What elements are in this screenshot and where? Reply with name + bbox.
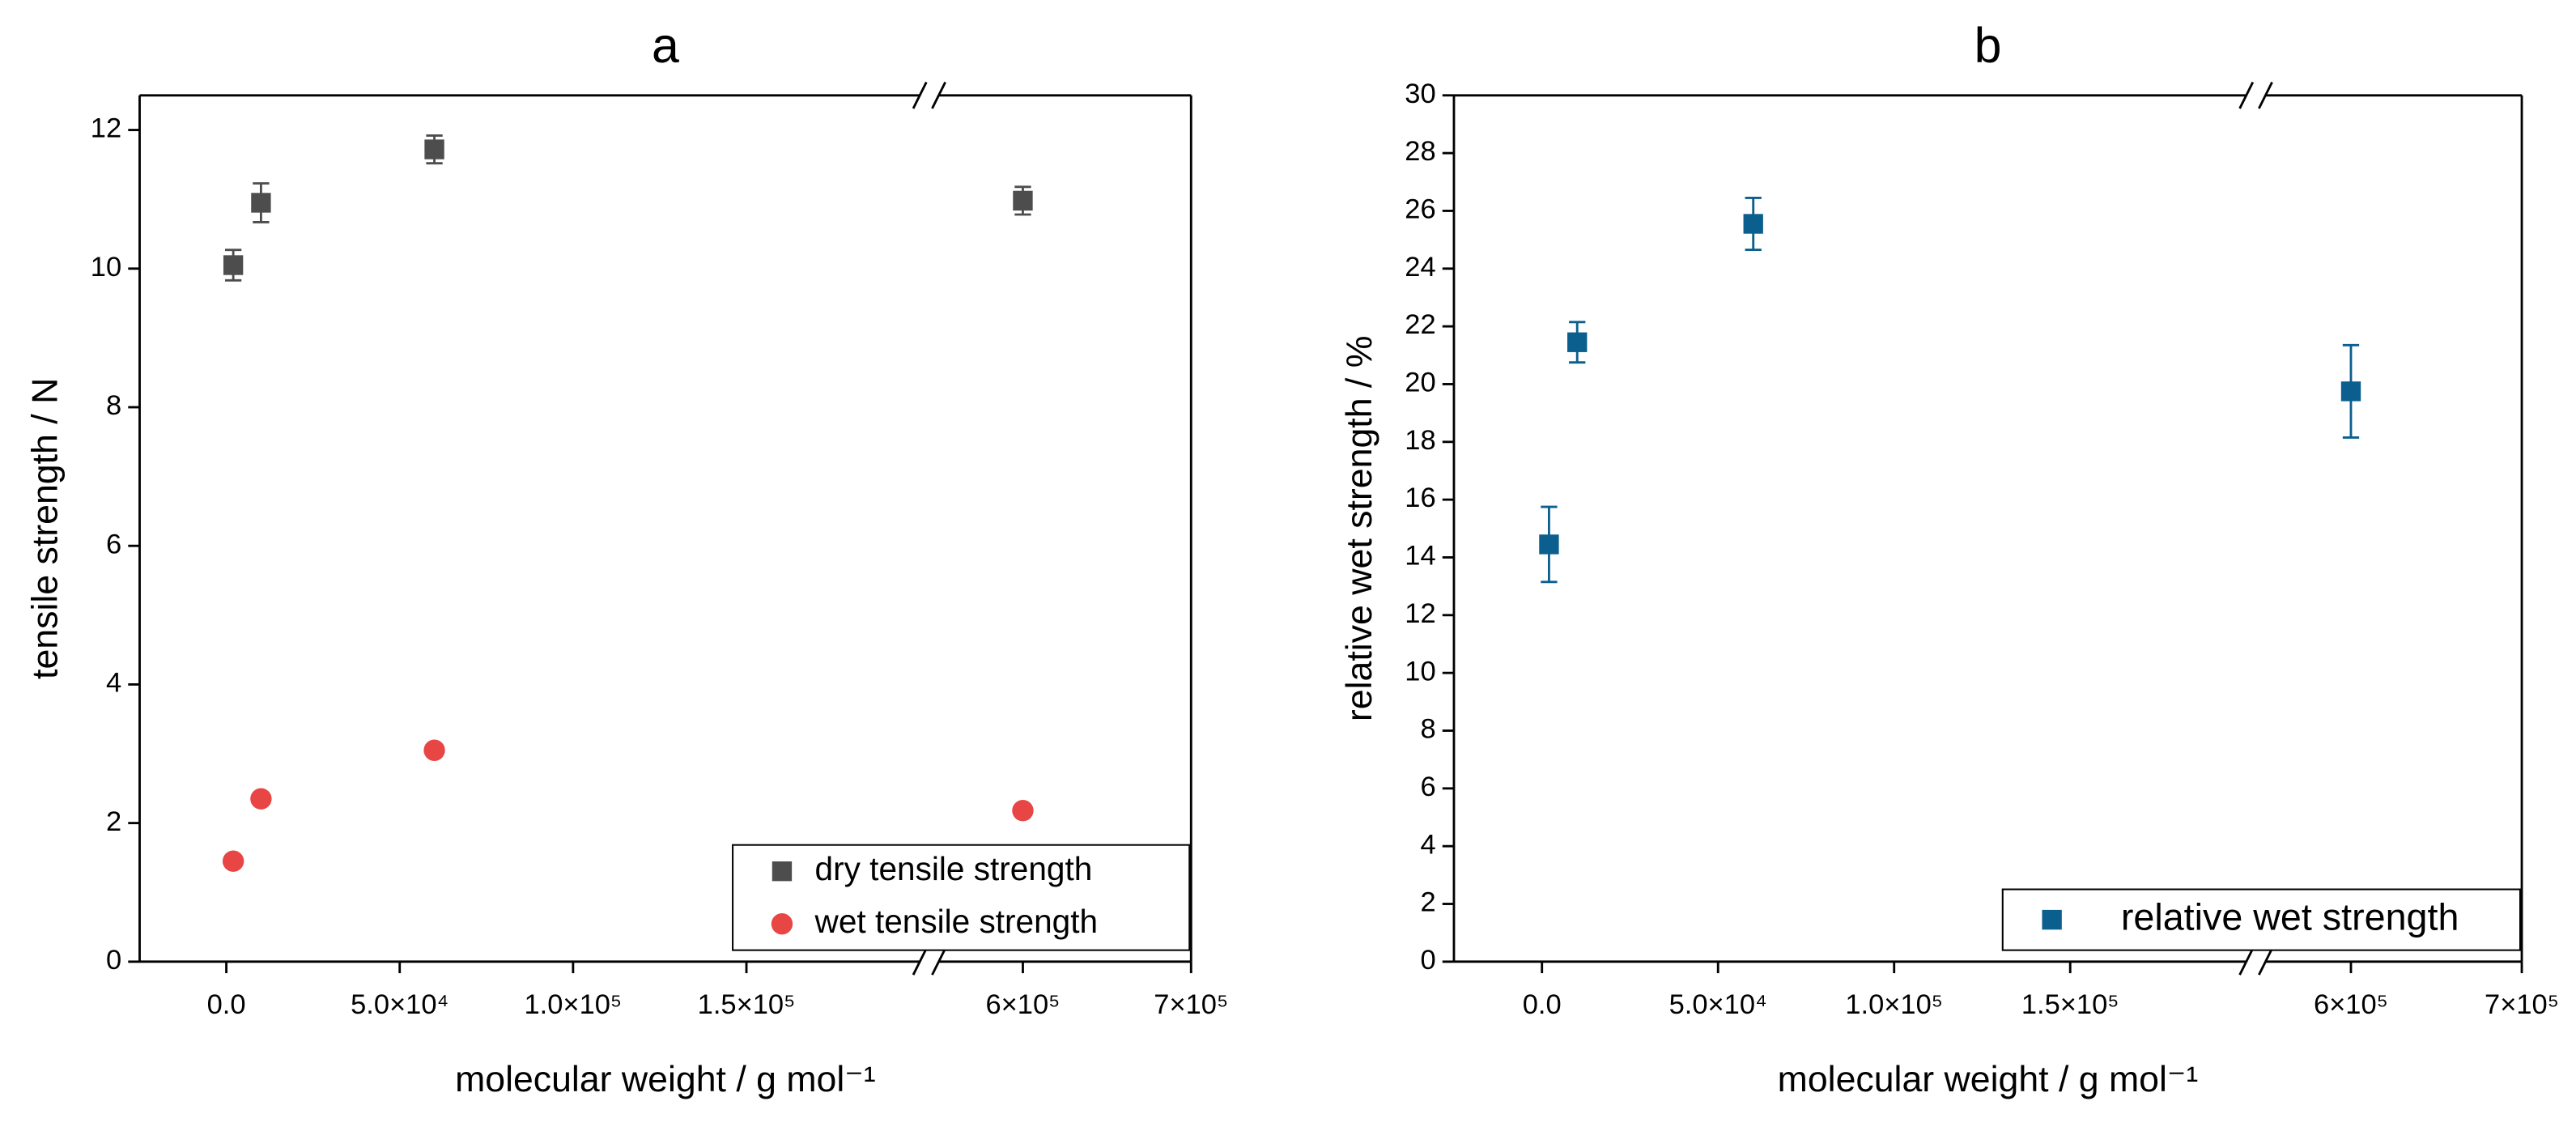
x-tick-label: 6×10⁵ [2314,989,2388,1020]
axis-break [931,81,946,109]
x-tick-label: 0.0 [1523,989,1562,1020]
data-point [423,739,445,761]
y-tick-label: 26 [1405,194,1435,225]
x-tick-label: 6×10⁵ [985,989,1060,1020]
y-tick-label: 12 [91,113,121,144]
y-axis-label: relative wet strength / % [1340,336,1379,722]
y-tick-label: 0 [106,945,121,976]
axis-break [912,81,928,109]
legend-label: relative wet strength [2121,895,2459,938]
y-tick-label: 4 [106,668,121,699]
y-tick-label: 4 [1420,829,1435,860]
y-tick-label: 24 [1405,252,1435,283]
y-tick-label: 2 [106,806,121,837]
data-point [1743,214,1763,234]
axis-break [2258,81,2273,109]
data-point [424,139,444,159]
y-tick-label: 18 [1405,425,1435,456]
x-tick-label: 5.0×10⁴ [1669,989,1767,1020]
axis-break [931,947,946,976]
axis-break [2238,947,2255,976]
axis-break [2258,947,2273,976]
y-tick-label: 8 [106,390,121,421]
x-tick-label: 1.5×10⁵ [2021,989,2119,1020]
legend-marker [2042,909,2062,930]
legend-label: wet tensile strength [814,903,1099,940]
x-tick-label: 5.0×10⁴ [351,989,448,1020]
data-point [1013,190,1033,211]
y-tick-label: 22 [1405,309,1435,340]
legend-marker [771,912,793,935]
legend-label: dry tensile strength [815,850,1093,887]
chart-title: b [1975,18,2002,73]
y-axis-label: tensile strength / N [26,378,66,679]
legend-marker [772,861,793,882]
y-tick-label: 20 [1405,368,1435,398]
data-point [250,788,272,810]
y-tick-label: 6 [1420,772,1435,802]
y-tick-label: 8 [1420,714,1435,745]
x-tick-label: 1.0×10⁵ [524,989,622,1020]
data-point [1539,534,1559,555]
y-tick-label: 10 [1405,656,1435,687]
y-tick-label: 10 [91,252,121,283]
y-tick-label: 2 [1420,887,1435,918]
x-axis-label: molecular weight / g mol⁻¹ [1778,1060,2199,1099]
y-tick-label: 28 [1405,136,1435,167]
x-axis-label: molecular weight / g mol⁻¹ [455,1060,876,1099]
y-tick-label: 0 [1420,945,1435,976]
data-point [1012,800,1034,822]
axis-break [2238,81,2255,109]
data-point [251,193,271,213]
x-tick-label: 7×10⁵ [2485,989,2559,1020]
legend-box [732,844,1191,951]
x-tick-label: 7×10⁵ [1154,989,1228,1020]
x-tick-label: 0.0 [207,989,246,1020]
chart-title: a [652,18,679,73]
axis-break [912,947,928,976]
y-tick-label: 16 [1405,483,1435,513]
data-point [1567,332,1588,352]
data-point [223,255,244,275]
data-point [222,850,244,872]
y-tick-label: 14 [1405,541,1435,572]
y-tick-label: 6 [106,529,121,559]
x-tick-label: 1.5×10⁵ [698,989,796,1020]
data-point [2340,381,2361,402]
x-tick-label: 1.0×10⁵ [1845,989,1943,1020]
y-tick-label: 30 [1405,79,1435,109]
legend-box [2001,888,2522,951]
y-tick-label: 12 [1405,598,1435,629]
